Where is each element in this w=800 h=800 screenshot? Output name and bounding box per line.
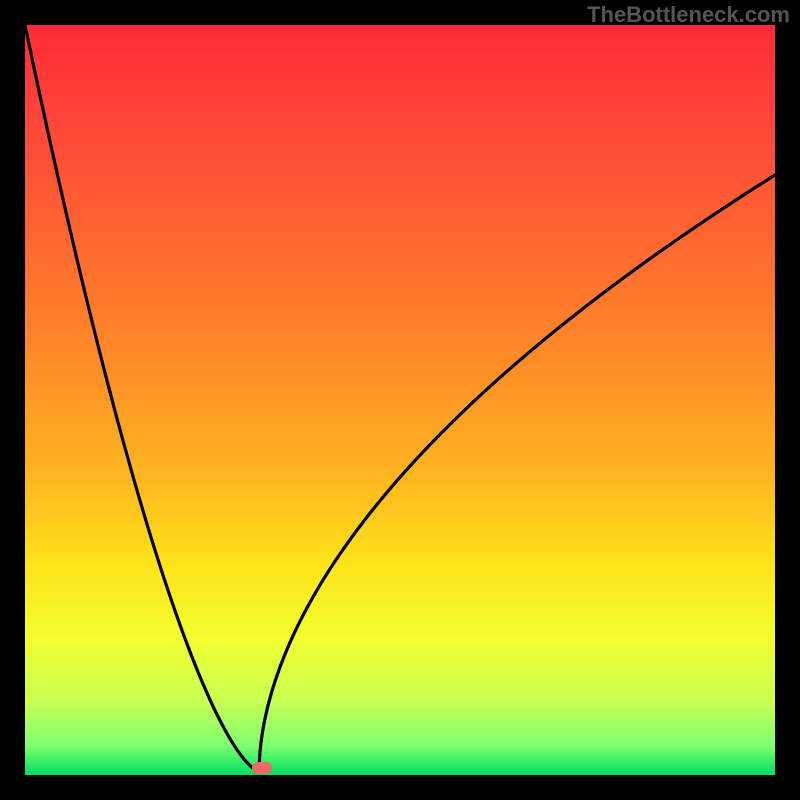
optimal-marker <box>252 762 272 774</box>
chart-frame: TheBottleneck.com <box>0 0 800 800</box>
plot-area <box>25 25 775 775</box>
bottleneck-curve <box>25 25 775 775</box>
watermark-text: TheBottleneck.com <box>587 2 790 28</box>
